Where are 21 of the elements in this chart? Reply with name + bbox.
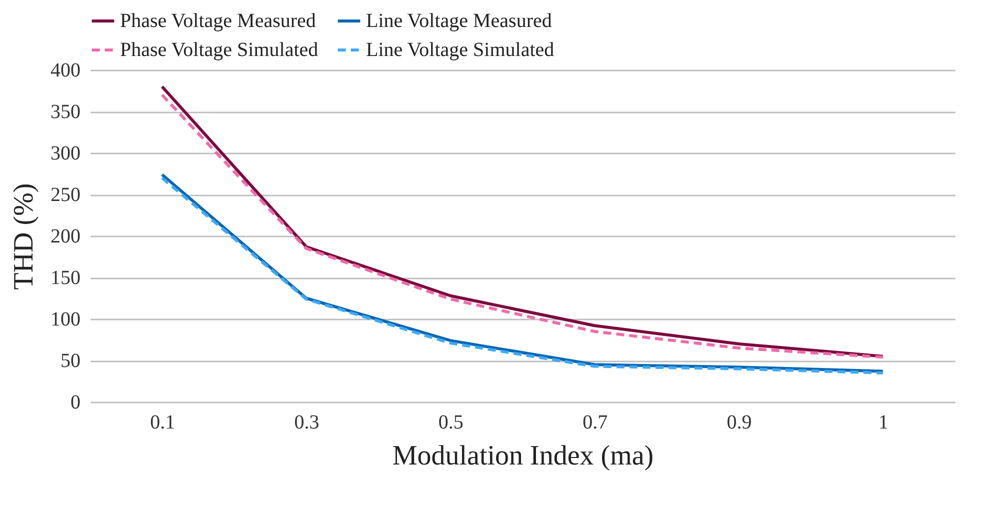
x-tick-label: 0.9 xyxy=(726,412,752,434)
x-axis-title: Modulation Index (ma) xyxy=(392,440,654,472)
x-tick-label: 0.3 xyxy=(294,412,320,434)
y-tick-label: 150 xyxy=(50,267,80,289)
legend-label: Line Voltage Measured xyxy=(366,10,552,32)
y-axis-title: THD (%) xyxy=(8,183,40,290)
x-tick-label: 0.1 xyxy=(150,412,176,434)
x-tick-label: 1 xyxy=(878,412,888,434)
legend-label: Phase Voltage Simulated xyxy=(120,39,318,61)
legend-label: Phase Voltage Measured xyxy=(120,10,316,32)
y-tick-label: 400 xyxy=(50,60,80,82)
y-tick-label: 250 xyxy=(50,184,80,206)
y-tick-label: 50 xyxy=(60,350,80,372)
x-tick-label: 0.5 xyxy=(438,412,464,434)
y-tick-label: 100 xyxy=(50,308,80,330)
x-tick-label: 0.7 xyxy=(582,412,608,434)
y-tick-label: 0 xyxy=(70,392,80,414)
legend-label: Line Voltage Simulated xyxy=(366,39,554,61)
y-tick-label: 350 xyxy=(50,101,80,123)
y-tick-label: 200 xyxy=(50,226,80,248)
y-tick-label: 300 xyxy=(50,142,80,164)
